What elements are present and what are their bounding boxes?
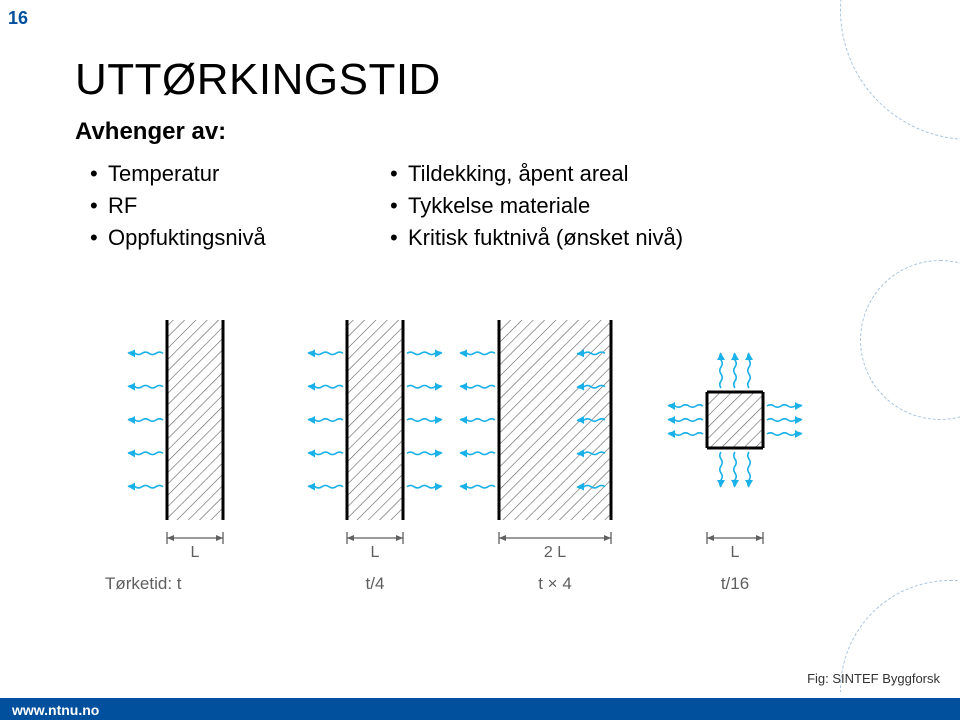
footer-url: www.ntnu.no <box>12 702 99 718</box>
bullet-column-left: Temperatur RF Oppfuktingsnivå <box>90 155 266 257</box>
bullet-item: RF <box>90 193 266 219</box>
bullet-column-right: Tildekking, åpent areal Tykkelse material… <box>390 155 683 257</box>
diagram-panel-p4: Lt/16 <box>668 353 802 593</box>
bullet-item: Temperatur <box>90 161 266 187</box>
svg-text:L: L <box>191 544 200 561</box>
slide-number: 16 <box>8 8 28 29</box>
svg-text:Tørketid: t: Tørketid: t <box>105 574 182 593</box>
deco-arc <box>860 260 960 420</box>
footer-bar <box>0 698 960 720</box>
diagram-panel-p2: Lt/4 <box>308 320 442 593</box>
svg-text:t/4: t/4 <box>366 574 385 593</box>
diagram-panel-p1: L Tørketid: t <box>105 320 223 593</box>
svg-text:t/16: t/16 <box>721 574 749 593</box>
subtitle: Avhenger av: <box>75 118 226 146</box>
svg-text:L: L <box>371 544 380 561</box>
page-title: UTTØRKINGSTID <box>75 55 441 105</box>
svg-text:L: L <box>731 544 740 561</box>
bullet-item: Tildekking, åpent areal <box>390 161 683 187</box>
drying-diagram: L Tørketid: t Lt/4 2 L t × 4 Lt/16 <box>105 320 865 640</box>
footer: www.ntnu.no <box>0 692 960 720</box>
figure-credit: Fig: SINTEF Byggforsk <box>807 671 940 686</box>
svg-text:2 L: 2 L <box>544 544 566 561</box>
bullet-item: Oppfuktingsnivå <box>90 225 266 251</box>
diagram-panel-p3: 2 L t × 4 <box>460 320 611 593</box>
slide: 16 UTTØRKINGSTID Avhenger av: Temperatur… <box>0 0 960 720</box>
svg-text:t × 4: t × 4 <box>538 574 572 593</box>
bullet-item: Kritisk fuktnivå (ønsket nivå) <box>390 225 683 251</box>
deco-arc <box>840 0 960 140</box>
bullet-item: Tykkelse materiale <box>390 193 683 219</box>
